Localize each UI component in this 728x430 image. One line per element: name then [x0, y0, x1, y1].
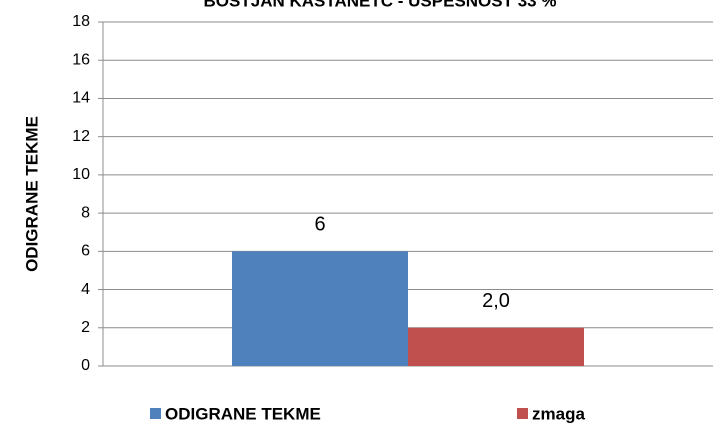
y-tick-label: 10: [72, 166, 90, 183]
y-tick-label: 14: [72, 90, 90, 107]
chart-title: BOŠTJAN KASTANETC - USPEŠNOST 33 %: [204, 0, 557, 10]
y-tick-label: 18: [72, 13, 90, 30]
y-tick-label: 6: [81, 243, 90, 260]
data-label: 6: [314, 214, 325, 236]
legend-swatch: [517, 408, 528, 419]
legend-label: zmaga: [532, 404, 585, 423]
y-tick-label: 16: [72, 51, 90, 68]
legend-label: ODIGRANE TEKME: [165, 404, 321, 423]
bar: [232, 251, 408, 366]
y-tick-label: 0: [81, 357, 90, 374]
y-axis-label: ODIGRANE TEKME: [22, 116, 41, 272]
y-tick-label: 4: [81, 281, 90, 298]
legend-swatch: [150, 408, 161, 419]
bar: [408, 327, 584, 366]
y-tick-label: 2: [81, 319, 90, 336]
y-tick-label: 12: [72, 128, 90, 145]
data-label: 2,0: [482, 290, 510, 312]
y-tick-label: 8: [81, 204, 90, 221]
